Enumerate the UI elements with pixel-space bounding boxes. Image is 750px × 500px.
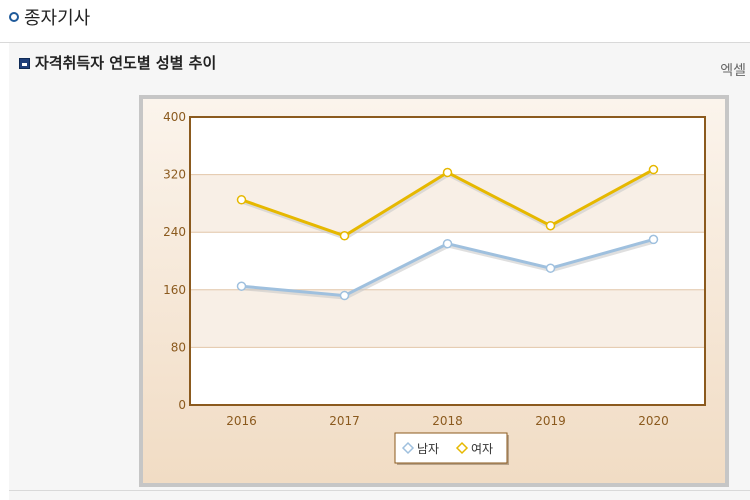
data-point[interactable] (648, 234, 659, 245)
section-title: 자격취득자 연도별 성별 추이 (35, 54, 217, 72)
x-tick-label: 2017 (329, 414, 360, 428)
x-tick-label: 2018 (432, 414, 463, 428)
x-tick-label: 2020 (638, 414, 669, 428)
excel-download-link[interactable]: 엑셀 (720, 63, 746, 79)
line-chart: 0 80 160 240 320 400 2016 2017 2018 2019 2020 남자 여자 (163, 110, 706, 465)
title-bullet-icon (9, 12, 19, 22)
legend-marker-icon (455, 441, 469, 455)
plot-band (190, 289, 705, 348)
plot-border (189, 116, 706, 406)
y-tick-label: 320 (163, 168, 186, 182)
legend-label: 여자 (471, 442, 493, 456)
y-tick-label: 0 (178, 398, 186, 412)
y-tick-label: 160 (163, 283, 186, 297)
legend-label: 남자 (417, 442, 439, 456)
data-point[interactable] (442, 238, 453, 249)
page-title: 종자기사 (24, 8, 91, 29)
content-panel: 자격취득자 연도별 성별 추이 엑셀 0 80 160 240 320 400 2016 20… (9, 43, 750, 500)
plot-background (190, 117, 705, 405)
data-point[interactable] (545, 220, 556, 231)
chart-frame: 0 80 160 240 320 400 2016 2017 2018 2019 2020 남자 여자 (139, 95, 729, 487)
data-point[interactable] (339, 290, 350, 301)
data-point[interactable] (236, 195, 247, 205)
data-point[interactable] (545, 263, 556, 273)
bottom-divider (9, 490, 750, 491)
x-tick-label: 2019 (535, 414, 566, 428)
data-point[interactable] (648, 164, 659, 175)
data-point[interactable] (442, 167, 453, 178)
plot-band (190, 174, 705, 233)
section-bullet-icon (19, 58, 30, 69)
x-tick-label: 2016 (226, 414, 257, 428)
page-header: 종자기사 (0, 0, 750, 43)
y-tick-label: 80 (171, 340, 186, 354)
data-point[interactable] (236, 281, 247, 291)
y-tick-label: 400 (163, 110, 186, 124)
y-tick-label: 240 (163, 225, 186, 239)
legend-marker-icon (401, 441, 415, 455)
data-point[interactable] (339, 231, 350, 241)
